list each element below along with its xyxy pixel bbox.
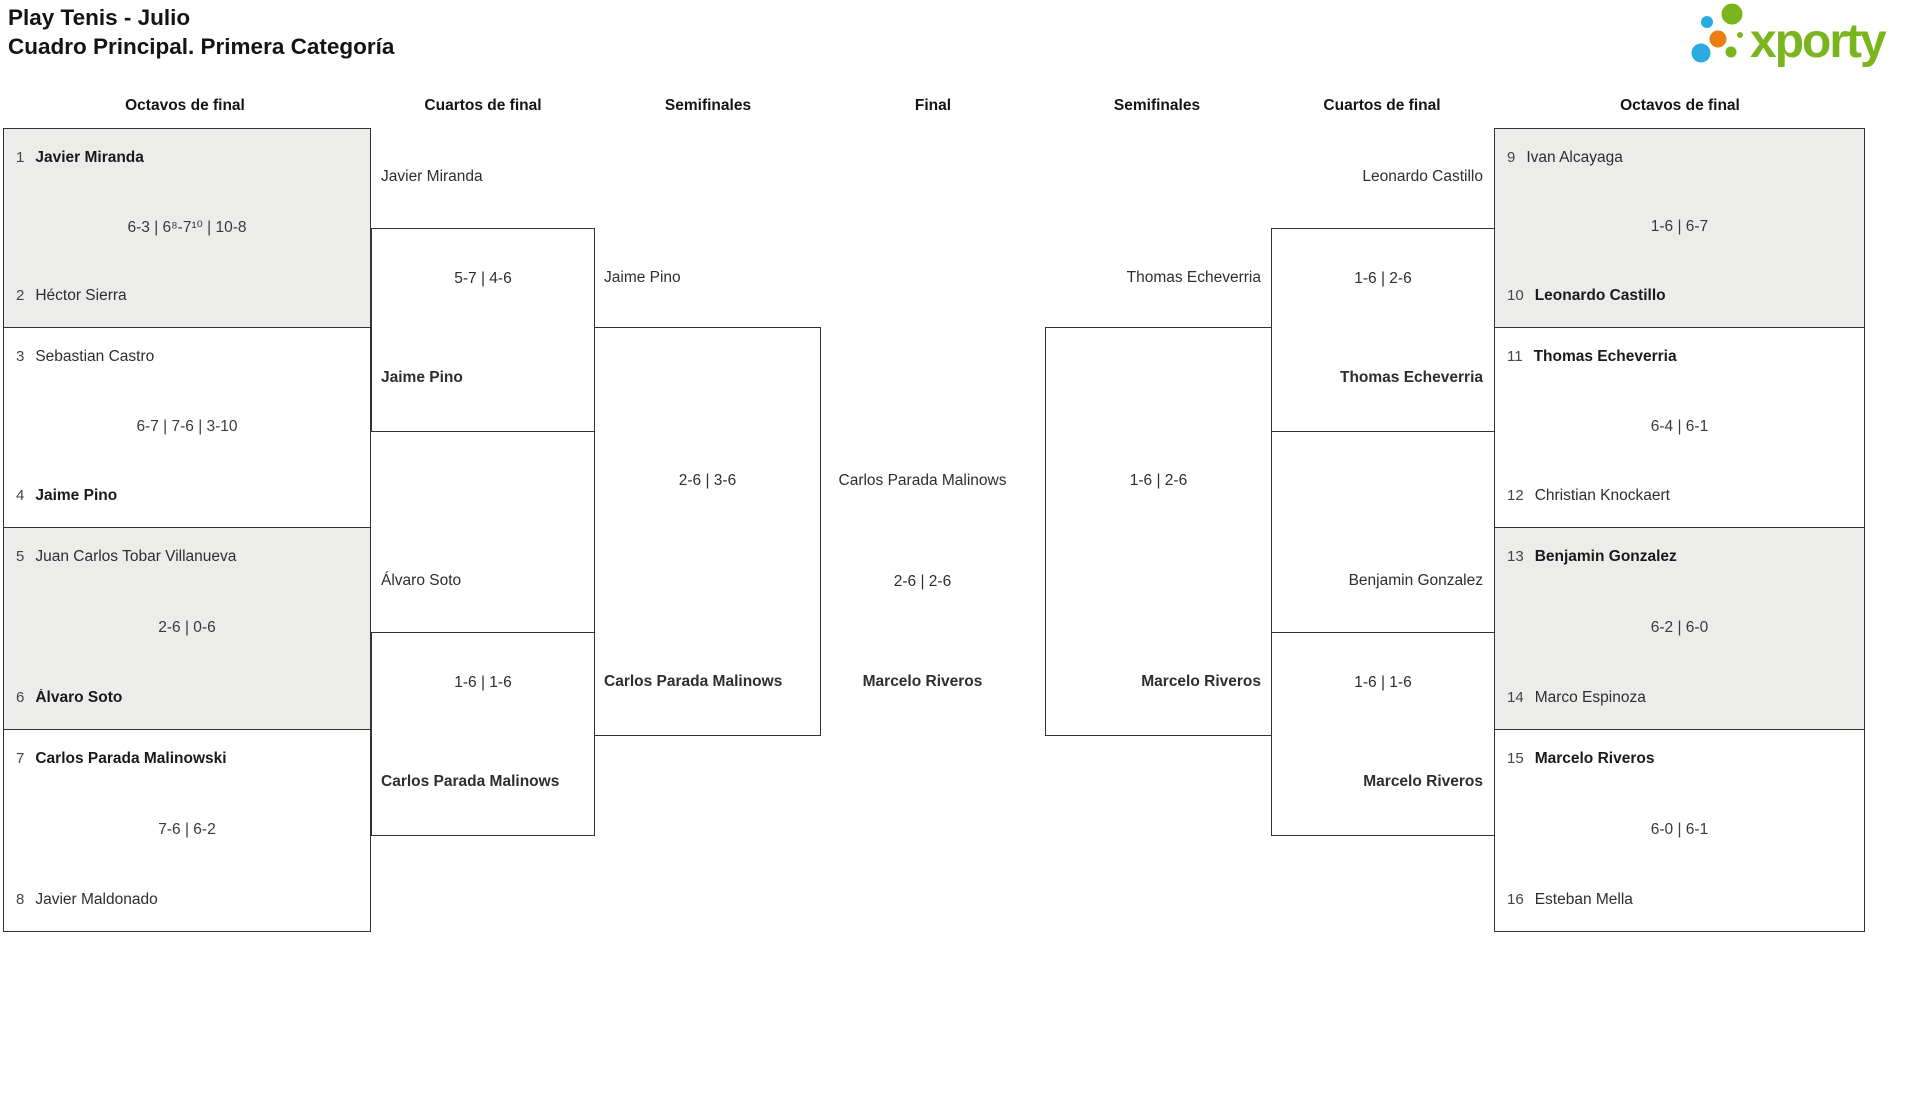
page-title-block: Play Tenis - Julio Cuadro Principal. Pri… bbox=[8, 3, 394, 61]
qf-l1-score: 5-7 | 4-6 bbox=[454, 270, 512, 287]
final-finalist: Carlos Parada Malinows bbox=[838, 472, 1007, 489]
seed: 12 bbox=[1507, 487, 1524, 504]
player-name: Álvaro Soto bbox=[35, 689, 123, 706]
player-name: Jaime Pino bbox=[35, 487, 118, 504]
match-box-qf-l2[interactable] bbox=[371, 632, 595, 836]
final-winner: Marcelo Riveros bbox=[862, 673, 983, 690]
qf-r1-incoming-player: Leonardo Castillo bbox=[1362, 168, 1483, 185]
match-box-r16-r4[interactable]: 15 Marcelo Riveros 6-0 | 6-1 16 Esteban Me… bbox=[1494, 729, 1865, 932]
player-name: Sebastian Castro bbox=[35, 348, 155, 365]
match-score: 6-0 | 6-1 bbox=[1650, 820, 1709, 838]
match-box-sf-r[interactable] bbox=[1045, 327, 1272, 736]
match-box-qf-r2[interactable] bbox=[1271, 632, 1495, 836]
match-score: 6-3 | 6⁸-7¹⁰ | 10-8 bbox=[127, 218, 247, 236]
match-box-r16-l2[interactable]: 3 Sebastian Castro 6-7 | 7-6 | 3-10 4 Jaim… bbox=[3, 327, 371, 528]
qf-l1-incoming-player: Javier Miranda bbox=[381, 168, 483, 185]
seed: 13 bbox=[1507, 548, 1524, 565]
player-name: Héctor Sierra bbox=[35, 287, 127, 304]
seed: 4 bbox=[16, 487, 25, 504]
xporty-logo[interactable]: xporty bbox=[1683, 0, 1920, 74]
seed: 9 bbox=[1507, 149, 1516, 166]
player-name: Thomas Echeverria bbox=[1533, 348, 1677, 365]
match-box-r16-l1[interactable]: 1 Javier Miranda 6-3 | 6⁸-7¹⁰ | 10-8 2 Héc… bbox=[3, 128, 371, 328]
sf-r-winner: Marcelo Riveros bbox=[1141, 673, 1261, 690]
player-name: Benjamin Gonzalez bbox=[1534, 548, 1677, 565]
player-name: Carlos Parada Malinowski bbox=[35, 750, 227, 767]
seed: 8 bbox=[16, 891, 25, 908]
seed: 14 bbox=[1507, 689, 1524, 706]
round-header-octavos-right: Octavos de final bbox=[1620, 97, 1740, 114]
xporty-logo-text: xporty bbox=[1750, 15, 1887, 68]
qf-r2-winner: Marcelo Riveros bbox=[1363, 773, 1483, 790]
player-name: Leonardo Castillo bbox=[1534, 287, 1666, 304]
player-name: Esteban Mella bbox=[1534, 891, 1633, 908]
sf-l-score: 2-6 | 3-6 bbox=[678, 472, 737, 489]
seed: 1 bbox=[16, 149, 25, 166]
player-name: Juan Carlos Tobar Villanueva bbox=[35, 548, 237, 565]
round-header-semis-right: Semifinales bbox=[1113, 97, 1201, 114]
page-subtitle: Cuadro Principal. Primera Categoría bbox=[8, 34, 395, 59]
seed: 15 bbox=[1507, 750, 1524, 767]
match-box-qf-r1[interactable] bbox=[1271, 228, 1495, 432]
xporty-logo-icon: xporty bbox=[1691, 3, 1889, 68]
seed: 5 bbox=[16, 548, 25, 565]
match-score: 6-4 | 6-1 bbox=[1650, 417, 1709, 435]
match-score: 7-6 | 6-2 bbox=[158, 820, 216, 838]
match-score: 6-2 | 6-0 bbox=[1650, 618, 1709, 636]
seed: 6 bbox=[16, 689, 25, 706]
player-name: Marcelo Riveros bbox=[1534, 750, 1655, 767]
round-header-octavos-left: Octavos de final bbox=[125, 97, 245, 114]
match-score: 6-7 | 7-6 | 3-10 bbox=[136, 417, 238, 435]
qf-r2-score: 1-6 | 1-6 bbox=[1354, 674, 1412, 691]
qf-l2-incoming-player: Álvaro Soto bbox=[381, 572, 462, 589]
match-box-r16-r1[interactable]: 9 Ivan Alcayaga 1-6 | 6-7 10 Leonardo Cast… bbox=[1494, 128, 1865, 328]
page-title: Play Tenis - Julio bbox=[8, 5, 191, 30]
qf-l1-winner: Jaime Pino bbox=[381, 369, 463, 386]
seed: 11 bbox=[1507, 348, 1523, 365]
sf-l-winner: Carlos Parada Malinows bbox=[604, 673, 783, 690]
player-name: Ivan Alcayaga bbox=[1526, 149, 1623, 166]
round-header-final: Final bbox=[914, 97, 952, 114]
qf-l2-score: 1-6 | 1-6 bbox=[454, 674, 512, 691]
match-box-r16-l3[interactable]: 5 Juan Carlos Tobar Villanueva 2-6 | 0-6 … bbox=[3, 527, 371, 730]
round-header-cuartos-right: Cuartos de final bbox=[1323, 97, 1441, 114]
match-box-r16-r2[interactable]: 11 Thomas Echeverria 6-4 | 6-1 12 Christia… bbox=[1494, 327, 1865, 528]
match-box-r16-l4[interactable]: 7 Carlos Parada Malinowski 7-6 | 6-2 8 Jav… bbox=[3, 729, 371, 932]
seed: 10 bbox=[1507, 287, 1524, 304]
sf-l-incoming-player: Jaime Pino bbox=[604, 269, 681, 286]
qf-l2-winner: Carlos Parada Malinows bbox=[381, 773, 560, 790]
player-name: Javier Maldonado bbox=[35, 891, 158, 908]
qf-r1-winner: Thomas Echeverria bbox=[1339, 369, 1483, 386]
player-name: Javier Miranda bbox=[35, 149, 144, 166]
sf-r-incoming-player: Thomas Echeverria bbox=[1126, 269, 1261, 286]
seed: 2 bbox=[16, 287, 25, 304]
match-score: 2-6 | 0-6 bbox=[158, 618, 216, 636]
final-score: 2-6 | 2-6 bbox=[893, 573, 952, 590]
round-header-cuartos-left: Cuartos de final bbox=[424, 97, 542, 114]
match-box-r16-r3[interactable]: 13 Benjamin Gonzalez 6-2 | 6-0 14 Marco Es… bbox=[1494, 527, 1865, 730]
player-name: Christian Knockaert bbox=[1534, 487, 1670, 504]
seed: 7 bbox=[16, 750, 25, 767]
sf-r-score: 1-6 | 2-6 bbox=[1129, 472, 1188, 489]
match-score: 1-6 | 6-7 bbox=[1650, 218, 1709, 235]
round-header-semis-left: Semifinales bbox=[664, 97, 752, 114]
match-box-sf-l[interactable] bbox=[594, 327, 821, 736]
seed: 3 bbox=[16, 348, 25, 365]
qf-r1-score: 1-6 | 2-6 bbox=[1354, 270, 1412, 287]
qf-r2-incoming-player: Benjamin Gonzalez bbox=[1348, 572, 1483, 589]
player-name: Marco Espinoza bbox=[1534, 689, 1646, 706]
match-box-qf-l1[interactable] bbox=[371, 228, 595, 432]
seed: 16 bbox=[1507, 891, 1524, 908]
